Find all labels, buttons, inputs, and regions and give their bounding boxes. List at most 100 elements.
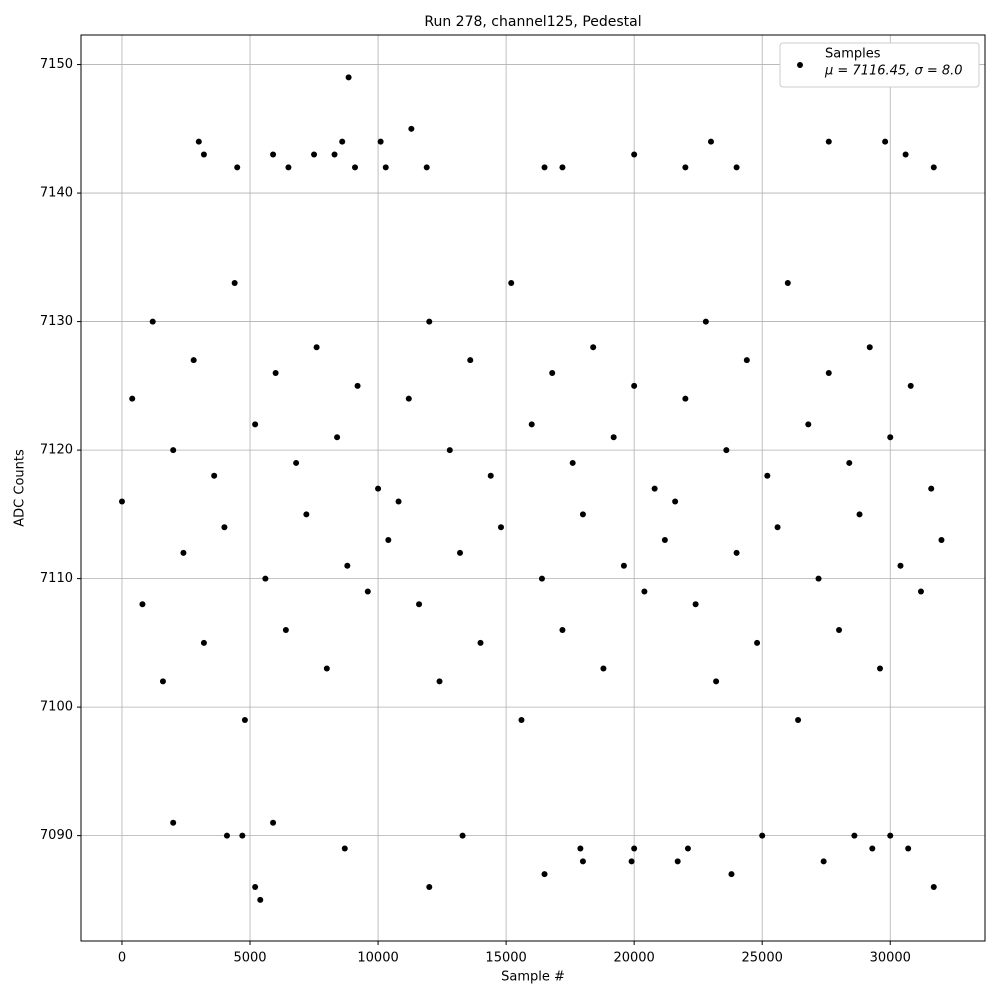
point — [631, 845, 638, 852]
point — [195, 138, 202, 145]
point — [631, 151, 638, 158]
point — [905, 845, 912, 852]
point — [743, 357, 750, 364]
point — [180, 549, 187, 556]
point — [331, 151, 338, 158]
point — [231, 280, 238, 287]
y-tick-label: 7130 — [40, 314, 73, 329]
point — [887, 832, 894, 839]
point — [262, 575, 269, 582]
point — [436, 678, 443, 685]
point — [682, 395, 689, 402]
point — [221, 524, 228, 531]
point — [733, 164, 740, 171]
point — [200, 151, 207, 158]
point — [241, 716, 248, 723]
point — [285, 164, 292, 171]
point — [118, 498, 125, 505]
point — [882, 138, 889, 145]
point — [610, 434, 617, 441]
plot-frame — [80, 34, 986, 942]
point — [270, 151, 277, 158]
x-tick-label: 10000 — [357, 951, 398, 966]
point — [252, 884, 259, 891]
x-tick-label: 0 — [118, 951, 126, 966]
point — [733, 549, 740, 556]
point — [713, 678, 720, 685]
point — [252, 421, 259, 428]
point — [223, 832, 230, 839]
point — [170, 819, 177, 826]
point — [426, 884, 433, 891]
point — [805, 421, 812, 428]
y-axis-label: ADC Counts — [13, 449, 28, 527]
point — [559, 627, 566, 634]
point — [364, 588, 371, 595]
point — [459, 832, 466, 839]
point — [270, 819, 277, 826]
point — [902, 151, 909, 158]
point — [541, 164, 548, 171]
point — [477, 639, 484, 646]
legend-box — [779, 42, 980, 88]
point — [426, 318, 433, 325]
legend: Samples μ = 7116.45, σ = 8.0 — [779, 42, 980, 88]
point — [200, 639, 207, 646]
point — [684, 845, 691, 852]
point — [836, 627, 843, 634]
point — [795, 716, 802, 723]
point — [820, 858, 827, 865]
point — [334, 434, 341, 441]
point — [323, 665, 330, 672]
point — [577, 845, 584, 852]
point — [282, 627, 289, 634]
point — [866, 344, 873, 351]
point — [928, 485, 935, 492]
point — [405, 395, 412, 402]
legend-note: μ = 7116.45, σ = 8.0 — [824, 64, 963, 79]
point — [311, 151, 318, 158]
point — [559, 164, 566, 171]
point — [707, 138, 714, 145]
point — [341, 845, 348, 852]
x-axis-label: Sample # — [501, 970, 565, 985]
point — [549, 369, 556, 376]
y-tick-label: 7110 — [40, 571, 73, 586]
point — [170, 447, 177, 454]
point — [385, 537, 392, 544]
point — [764, 472, 771, 479]
point — [487, 472, 494, 479]
point — [846, 459, 853, 466]
point — [723, 447, 730, 454]
point — [692, 601, 699, 608]
point — [887, 434, 894, 441]
point — [272, 369, 279, 376]
point — [352, 164, 359, 171]
point — [631, 382, 638, 389]
point — [538, 575, 545, 582]
y-tick-label: 7140 — [40, 186, 73, 201]
point — [877, 665, 884, 672]
point — [651, 485, 658, 492]
point — [569, 459, 576, 466]
x-tick-label: 5000 — [233, 951, 266, 966]
point — [869, 845, 876, 852]
point — [917, 588, 924, 595]
y-tick-label: 7090 — [40, 828, 73, 843]
point — [457, 549, 464, 556]
point — [382, 164, 389, 171]
point — [395, 498, 402, 505]
point — [354, 382, 361, 389]
point — [682, 164, 689, 171]
point — [938, 537, 945, 544]
point — [129, 395, 136, 402]
point — [641, 588, 648, 595]
point — [661, 537, 668, 544]
point — [423, 164, 430, 171]
point — [674, 858, 681, 865]
point — [339, 138, 346, 145]
point — [590, 344, 597, 351]
point — [774, 524, 781, 531]
point — [446, 447, 453, 454]
